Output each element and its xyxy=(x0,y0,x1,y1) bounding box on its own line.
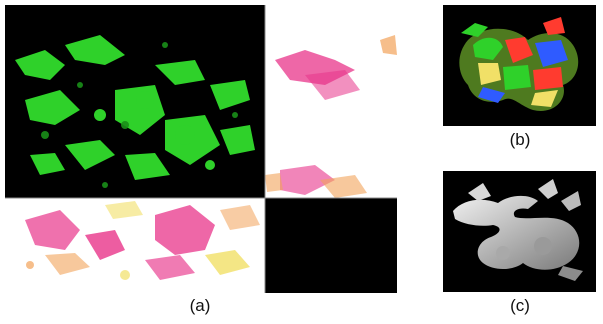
segmented-dragon-image xyxy=(459,17,579,111)
caption-a: (a) xyxy=(189,296,211,315)
dragon-shaded-shape xyxy=(453,179,583,281)
green-normal-map xyxy=(15,35,255,180)
texture-atlas-image xyxy=(5,5,397,293)
shaded-dragon-image xyxy=(453,179,583,281)
panel-b xyxy=(443,5,596,126)
pink-map-bottom-left xyxy=(25,201,260,280)
panel-a xyxy=(5,5,397,293)
dragon-segmented-shape xyxy=(459,17,579,111)
caption-c: (c) xyxy=(510,296,530,315)
caption-b: (b) xyxy=(509,130,531,149)
pink-map-top-right xyxy=(265,35,397,198)
panel-c xyxy=(443,171,596,292)
